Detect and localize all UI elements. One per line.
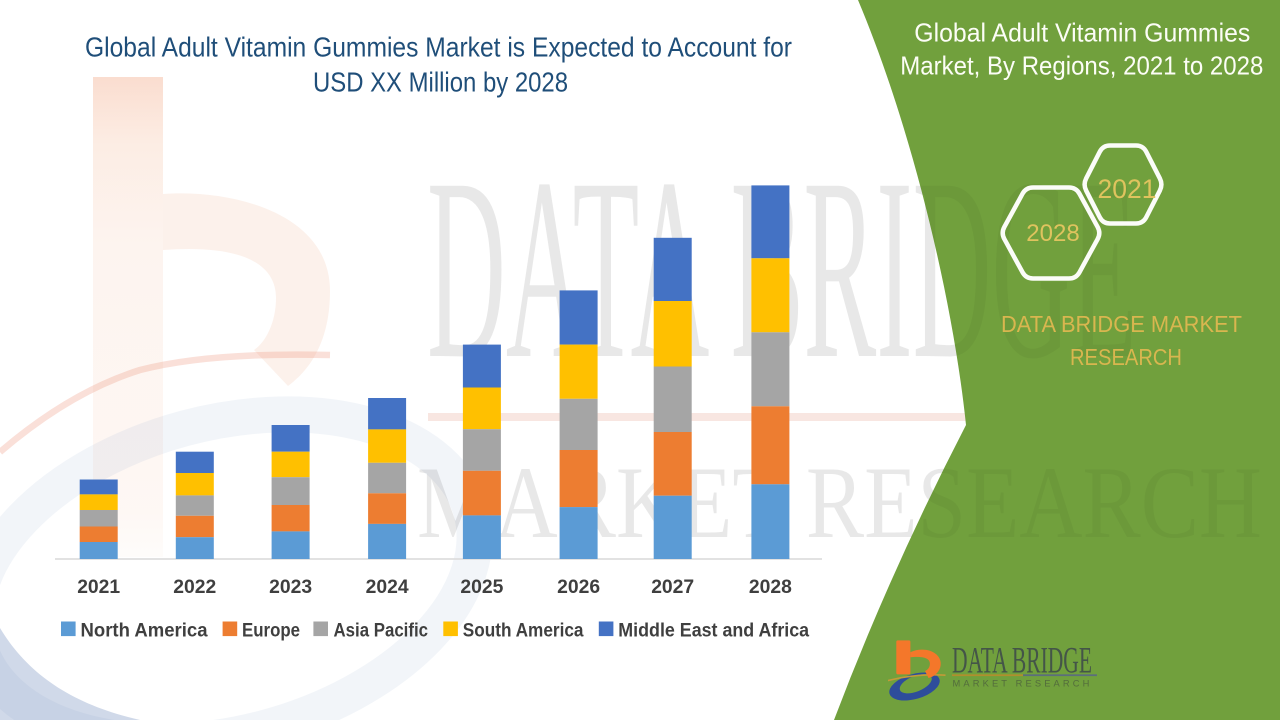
svg-text:MARKET RESEARCH: MARKET RESEARCH bbox=[953, 679, 1093, 689]
svg-text:2026: 2026 bbox=[557, 576, 600, 598]
svg-text:North America: North America bbox=[81, 621, 208, 642]
svg-text:Europe: Europe bbox=[242, 621, 300, 642]
svg-text:Global Adult Vitamin Gummies: Global Adult Vitamin Gummies bbox=[914, 18, 1250, 48]
svg-text:2022: 2022 bbox=[173, 576, 216, 598]
svg-text:RESEARCH: RESEARCH bbox=[1070, 344, 1182, 370]
svg-text:2025: 2025 bbox=[460, 576, 503, 598]
svg-text:2023: 2023 bbox=[269, 576, 312, 598]
svg-text:MARKET RESEARCH: MARKET RESEARCH bbox=[417, 446, 1262, 560]
svg-text:Middle East and Africa: Middle East and Africa bbox=[618, 621, 809, 642]
svg-text:2021: 2021 bbox=[77, 576, 120, 598]
svg-text:2024: 2024 bbox=[366, 576, 409, 598]
svg-text:2028: 2028 bbox=[1026, 220, 1079, 247]
svg-text:2021: 2021 bbox=[1098, 174, 1157, 204]
svg-text:Market, By Regions, 2021 to 20: Market, By Regions, 2021 to 2028 bbox=[900, 51, 1263, 81]
svg-text:2028: 2028 bbox=[749, 576, 792, 598]
svg-text:Global Adult Vitamin Gummies M: Global Adult Vitamin Gummies Market is E… bbox=[85, 32, 792, 63]
svg-text:South America: South America bbox=[463, 621, 584, 642]
svg-text:DATA BRIDGE MARKET: DATA BRIDGE MARKET bbox=[1001, 311, 1242, 337]
svg-text:2027: 2027 bbox=[651, 576, 694, 598]
svg-text:Asia Pacific: Asia Pacific bbox=[334, 621, 429, 642]
svg-text:USD XX Million by 2028: USD XX Million by 2028 bbox=[313, 67, 568, 98]
